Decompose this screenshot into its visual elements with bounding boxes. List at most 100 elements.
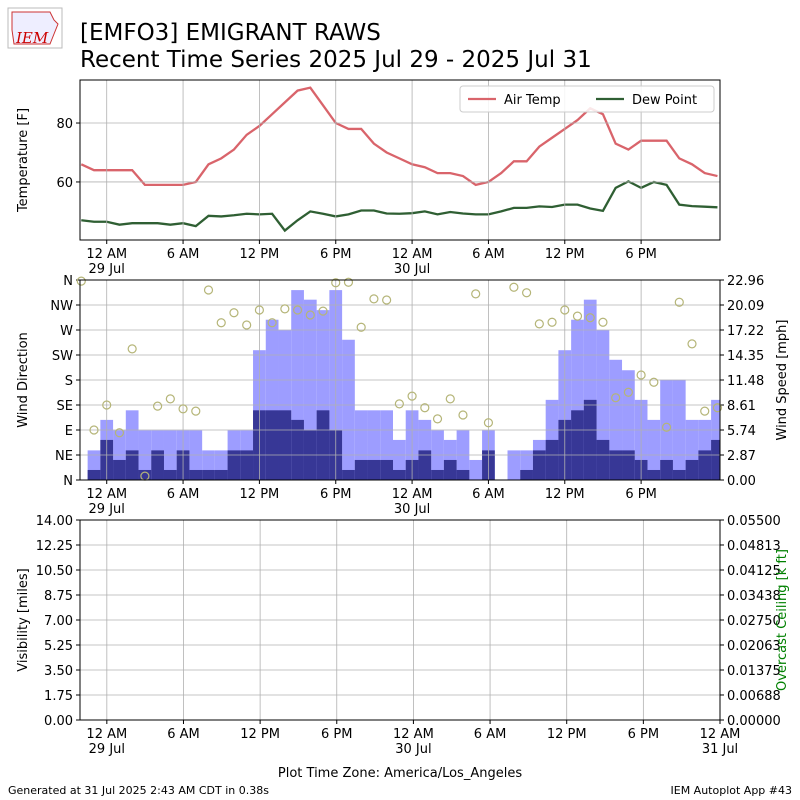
y2-tick-label: 17.22: [727, 324, 764, 339]
point: [623, 387, 633, 397]
axes-frame: [79, 519, 721, 721]
point: [165, 394, 175, 404]
point: [394, 399, 404, 409]
x-tick-label: 12 PM: [240, 727, 280, 742]
x-tick-label: 12 PM: [547, 727, 587, 742]
y2-tick-label: 0.03438: [727, 589, 781, 604]
point: [305, 310, 315, 320]
point: [674, 297, 684, 307]
bar: [545, 439, 559, 480]
plot-area: [80, 86, 718, 233]
x-tick-label: 12 AM 29 Jul: [86, 727, 127, 757]
point: [509, 282, 519, 292]
point: [420, 403, 430, 413]
bar: [138, 469, 152, 480]
y-tick-label: 80: [56, 117, 73, 132]
point: [636, 370, 646, 380]
point: [356, 322, 366, 332]
logo-state: [11, 11, 59, 45]
y2-tick-label: 0.00: [727, 474, 756, 489]
y2-tick-label: 0.02063: [727, 639, 781, 654]
bar: [596, 439, 610, 480]
bar: [469, 459, 483, 480]
bar: [507, 450, 521, 480]
x-tick-label: 6 PM: [321, 727, 352, 742]
y-tick-label: N: [63, 274, 73, 289]
bar: [202, 469, 215, 480]
footer-right: IEM Autoplot App #43: [671, 784, 793, 797]
bar: [125, 450, 139, 480]
bar: [583, 399, 597, 480]
x-tick-label: 6 PM: [320, 487, 351, 502]
bar: [532, 450, 546, 480]
point: [242, 320, 252, 330]
bar: [443, 459, 457, 480]
line: [80, 86, 718, 187]
panel: 12 AM 29 Jul 6 AM 12 PM 6 PM 12 AM 30 Jul 6 AM 1…: [16, 79, 721, 277]
bar: [609, 359, 623, 480]
bar: [698, 450, 712, 480]
point: [547, 317, 557, 327]
bar: [227, 450, 241, 480]
y2-tick-label: 2.87: [727, 449, 756, 464]
bar: [520, 469, 533, 480]
x-tick-label: 12 PM: [545, 487, 585, 502]
y-tick-label: SE: [57, 399, 73, 414]
x-tick-label: 6 AM: [472, 247, 505, 262]
point: [382, 295, 392, 305]
legend-label: Air Temp: [504, 93, 561, 108]
axes-frame: [79, 279, 721, 481]
y-tick-label: 3.50: [44, 664, 73, 679]
bar: [151, 450, 164, 480]
legend-box: [459, 85, 715, 113]
x-tick-label: 12 PM: [240, 247, 280, 262]
bar: [431, 469, 444, 480]
point: [267, 318, 277, 328]
bar: [189, 469, 203, 480]
y-tick-label: 12.25: [36, 539, 73, 554]
x-tick-label: 6 AM: [167, 727, 200, 742]
bar: [214, 469, 228, 480]
y2-tick-label: 0.02750: [727, 614, 781, 629]
point: [407, 391, 417, 401]
bar: [278, 410, 292, 480]
panel: 12 AM 29 Jul 6 AM 12 PM 6 PM 12 AM 30 Jul 6 AM 1…: [16, 514, 790, 781]
point: [114, 428, 125, 438]
point: [585, 313, 595, 323]
bar: [609, 450, 623, 480]
point: [661, 422, 672, 432]
point: [292, 305, 303, 315]
point: [191, 406, 201, 416]
point: [445, 394, 455, 404]
bar: [456, 469, 470, 480]
x-tick-label: 6 AM: [167, 247, 200, 262]
x-tick-label: 6 AM: [472, 487, 505, 502]
bar: [711, 439, 720, 480]
footer-left: Generated at 31 Jul 2025 2:43 AM CDT in …: [8, 784, 269, 797]
bar: [647, 469, 661, 480]
y-tick-label: 8.75: [44, 589, 73, 604]
point: [280, 304, 290, 314]
y-tick-label: N: [63, 474, 73, 489]
bar: [265, 410, 279, 480]
point: [343, 277, 354, 287]
line: [81, 180, 718, 233]
title: [EMFO3] EMIGRANT RAWS: [80, 20, 381, 46]
x-tick-label: 6 PM: [628, 727, 659, 742]
x-tick-label: 6 PM: [320, 247, 351, 262]
bar: [571, 410, 584, 480]
point: [572, 311, 583, 321]
point: [649, 377, 659, 387]
point: [458, 410, 468, 420]
point: [127, 344, 137, 354]
y2-tick-label: 11.48: [727, 374, 764, 389]
y2-tick-label: 0.04125: [727, 564, 781, 579]
point: [700, 406, 710, 416]
bar: [342, 469, 355, 480]
point: [611, 393, 621, 403]
x-tick-label: 12 AM 29 Jul: [86, 487, 127, 517]
bar: [113, 459, 126, 480]
point: [687, 339, 697, 349]
x-axis-label: Plot Time Zone: America/Los_Angeles: [278, 766, 522, 781]
point: [153, 401, 163, 411]
